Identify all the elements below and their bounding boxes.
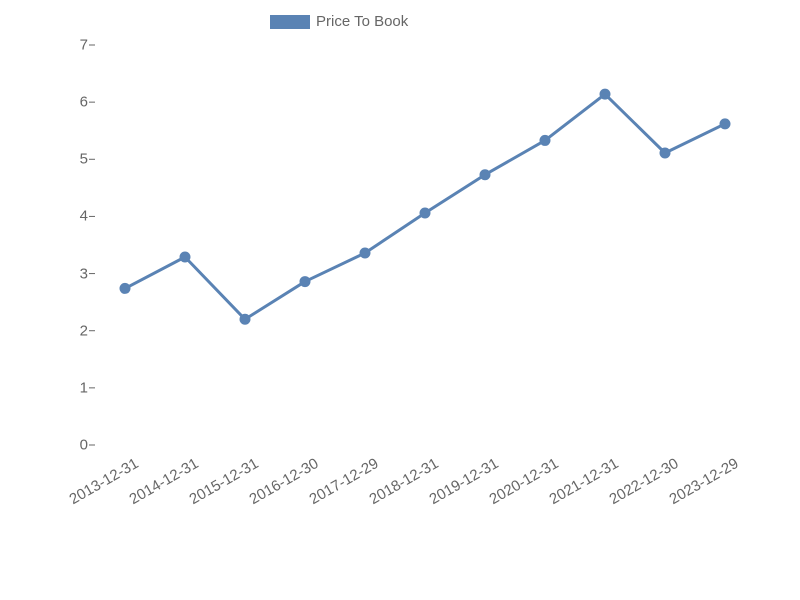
y-tick-label: 4 [80,208,95,225]
data-point [660,148,670,158]
data-point [600,89,610,99]
data-point [180,252,190,262]
data-point [120,283,130,293]
data-point [420,208,430,218]
legend-swatch [270,15,310,29]
y-tick-label: 6 [80,94,95,111]
price-to-book-line-chart: Price To Book 012345672013-12-312014-12-… [0,0,800,600]
y-tick-label: 1 [80,379,95,396]
series-line [125,94,725,319]
data-point [360,248,370,258]
chart-svg [95,45,755,445]
y-tick-label: 0 [80,437,95,454]
chart-legend: Price To Book [270,13,408,30]
data-point [240,314,250,324]
data-point [480,170,490,180]
y-tick-label: 7 [80,37,95,54]
y-tick-label: 5 [80,151,95,168]
data-point [720,119,730,129]
legend-label: Price To Book [316,13,408,30]
data-point [540,135,550,145]
plot-area: 012345672013-12-312014-12-312015-12-3120… [95,45,755,445]
y-tick-label: 3 [80,265,95,282]
y-tick-label: 2 [80,322,95,339]
data-point [300,277,310,287]
